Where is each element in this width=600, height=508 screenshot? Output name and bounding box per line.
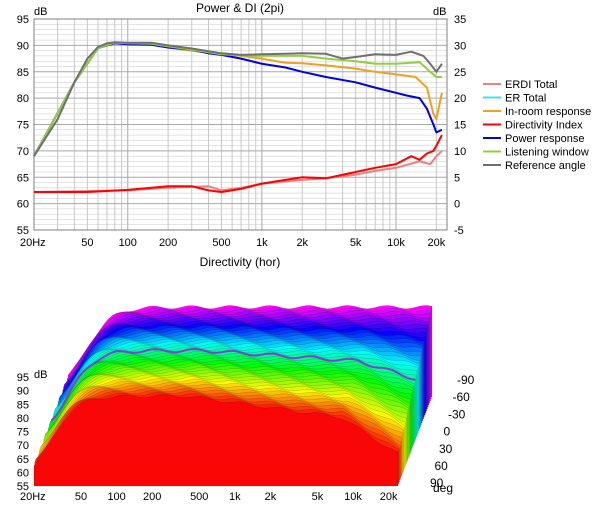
angle-tick-label: -60 bbox=[453, 390, 471, 404]
series-line-power-response bbox=[33, 42, 443, 157]
legend-label: ER Total bbox=[505, 93, 546, 105]
y-tick-label: 70 bbox=[17, 146, 29, 158]
y-tick-label-right: 35 bbox=[454, 14, 466, 26]
y-tick-label-right: 25 bbox=[454, 67, 466, 79]
y-axis-unit-right: dB bbox=[433, 6, 446, 18]
x-tick-label: 5k bbox=[312, 491, 324, 503]
angle-axis-unit: deg bbox=[433, 481, 453, 495]
y-tick-label: 80 bbox=[17, 413, 29, 425]
y-tick-label: 60 bbox=[17, 199, 29, 211]
y-tick-label: 75 bbox=[17, 427, 29, 439]
angle-tick-label: -30 bbox=[448, 407, 466, 421]
x-tick-label: 500 bbox=[190, 491, 208, 503]
x-tick-label: 20Hz bbox=[20, 491, 46, 503]
y-tick-label: 70 bbox=[17, 440, 29, 452]
legend-label: ERDI Total bbox=[505, 79, 557, 91]
legend-label: Listening window bbox=[505, 147, 589, 159]
x-tick-label: 20k bbox=[428, 237, 446, 249]
x-tick-label: 2k bbox=[265, 491, 277, 503]
plot-frame bbox=[33, 18, 448, 231]
x-tick-label: 10k bbox=[344, 491, 362, 503]
y-tick-label: 95 bbox=[17, 372, 29, 384]
waterfall-slice bbox=[33, 394, 399, 487]
angle-tick-label: -90 bbox=[457, 373, 475, 387]
x-tick-label: 5k bbox=[350, 237, 362, 249]
y-tick-label: 60 bbox=[17, 467, 29, 479]
x-tick-label: 200 bbox=[159, 237, 177, 249]
y-tick-label: 85 bbox=[17, 67, 29, 79]
x-tick-label: 200 bbox=[143, 491, 161, 503]
y-tick-label-right: 20 bbox=[454, 93, 466, 105]
waterfall-surface bbox=[33, 305, 433, 487]
y-axis-left: 95 90 85 80 75 70 65 60 55 bbox=[17, 14, 29, 237]
x-tick-label: 20Hz bbox=[20, 237, 46, 249]
y-tick-label: 65 bbox=[17, 454, 29, 466]
x-tick-label: 50 bbox=[81, 237, 93, 249]
power-di-chart: Power & DI (2pi) dB dB 95 90 85 80 75 70 65 60 5… bbox=[17, 1, 591, 249]
angle-tick-label: 0 bbox=[444, 425, 451, 439]
x-tick-label: 2k bbox=[296, 237, 308, 249]
series-line-reference-angle bbox=[33, 41, 443, 157]
directivity-waterfall-chart: Directivity (hor) dB 959085807570656055 … bbox=[17, 255, 475, 503]
x-tick-label: 500 bbox=[212, 237, 230, 249]
y-tick-label: 75 bbox=[17, 120, 29, 132]
series-line-erdi-total bbox=[33, 150, 443, 193]
angle-tick-label: 90 bbox=[430, 476, 444, 490]
y-tick-label: 90 bbox=[17, 386, 29, 398]
y-tick-label: 95 bbox=[17, 14, 29, 26]
y-tick-label-right: 15 bbox=[454, 120, 466, 132]
chart-title: Power & DI (2pi) bbox=[196, 1, 284, 15]
angle-axis: -90 -60 -30 0 30 60 90 bbox=[430, 373, 475, 490]
legend-label: Directivity Index bbox=[505, 120, 583, 132]
x-axis: 20Hz 50 100 200 500 1k 2k 5k 10k 20k bbox=[20, 237, 446, 249]
reference-angle-line bbox=[50, 347, 416, 422]
x-tick-label: 10k bbox=[387, 237, 405, 249]
y-axis-right: 35 30 25 20 15 10 5 0 -5 bbox=[454, 14, 466, 237]
y-tick-label-right: 5 bbox=[454, 172, 460, 184]
y-tick-label: 80 bbox=[17, 93, 29, 105]
y-tick-label-right: 0 bbox=[454, 199, 460, 211]
y-tick-label-right: -5 bbox=[454, 225, 464, 237]
series-line-listening-window bbox=[33, 41, 442, 157]
x-tick-label: 20k bbox=[380, 491, 398, 503]
x-tick-label: 1k bbox=[229, 491, 241, 503]
series-line-directivity-index bbox=[34, 134, 443, 193]
x-tick-label: 50 bbox=[75, 491, 87, 503]
x-axis: 20Hz 50 100 200 500 1k 2k 5k 10k 20k bbox=[20, 491, 398, 503]
y-tick-label: 65 bbox=[17, 172, 29, 184]
y-tick-label-right: 10 bbox=[454, 146, 466, 158]
angle-tick-label: 30 bbox=[439, 442, 453, 456]
y-tick-label: 90 bbox=[17, 40, 29, 52]
y-tick-label-right: 30 bbox=[454, 40, 466, 52]
legend-label: Reference angle bbox=[505, 160, 586, 172]
y-axis-unit-left: dB bbox=[34, 6, 47, 18]
legend-label: In-room response bbox=[505, 106, 591, 118]
y-tick-label: 85 bbox=[17, 399, 29, 411]
series-line-in-room-response bbox=[33, 41, 443, 157]
chart-title: Directivity (hor) bbox=[200, 255, 281, 269]
x-tick-label: 1k bbox=[256, 237, 268, 249]
legend-label: Power response bbox=[505, 133, 585, 145]
y-tick-label: 55 bbox=[17, 481, 29, 493]
y-tick-label: 55 bbox=[17, 225, 29, 237]
angle-tick-label: 60 bbox=[435, 459, 449, 473]
plot-lines bbox=[33, 41, 443, 193]
x-tick-label: 100 bbox=[107, 491, 125, 503]
y-axis-unit: dB bbox=[34, 369, 47, 381]
x-tick-label: 100 bbox=[119, 237, 137, 249]
